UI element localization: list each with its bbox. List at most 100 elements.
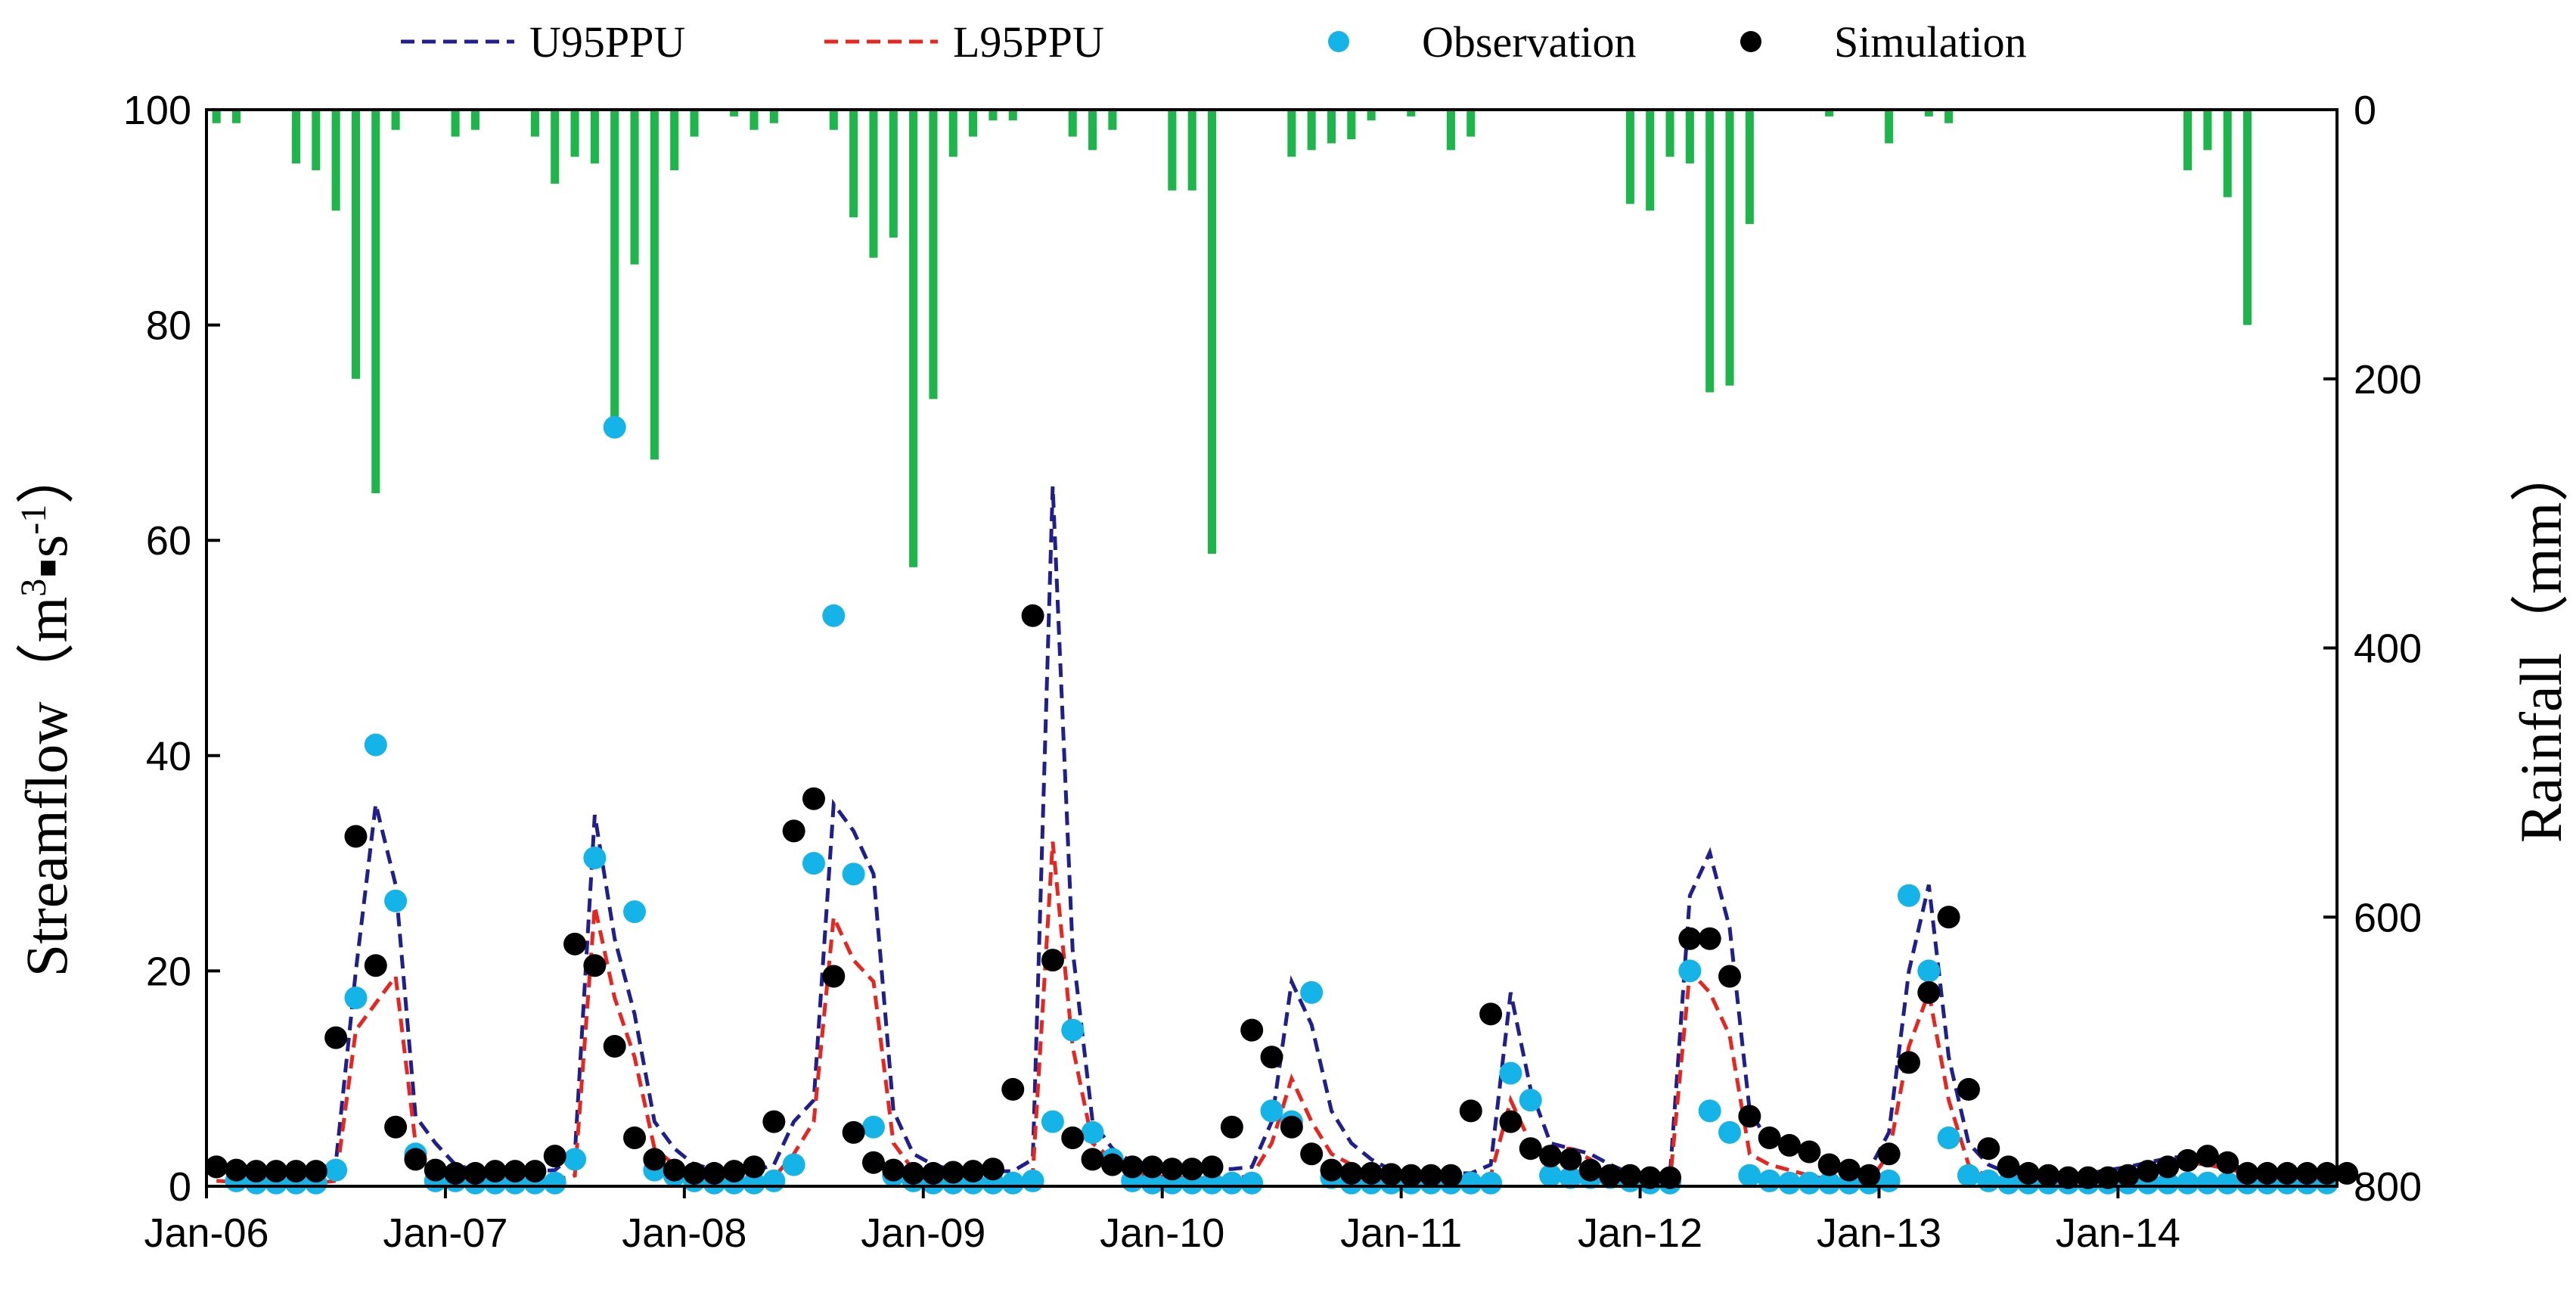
observation-point xyxy=(1917,959,1941,983)
simulation-point xyxy=(2016,1161,2040,1185)
observation-point xyxy=(1041,1110,1064,1133)
simulation-point xyxy=(1081,1148,1104,1171)
simulation-point xyxy=(1459,1099,1482,1123)
x-tick-label: Jan-08 xyxy=(622,1210,746,1256)
rainfall-bar xyxy=(212,110,221,123)
observation-point xyxy=(1817,1171,1841,1195)
simulation-point xyxy=(1698,927,1721,950)
simulation-point xyxy=(244,1160,268,1183)
simulation-point xyxy=(424,1158,447,1182)
rainfall-bar xyxy=(530,110,539,137)
simulation-point xyxy=(2096,1166,2120,1189)
left-y-title-suffix: ） xyxy=(14,446,79,505)
simulation-point xyxy=(1817,1153,1841,1176)
simulation-point xyxy=(961,1160,985,1183)
rainfall-bars xyxy=(212,110,2252,567)
observation-point xyxy=(1300,980,1324,1004)
observation-point xyxy=(1559,1166,1582,1189)
rainfall-bar xyxy=(869,110,878,258)
rainfall-bar xyxy=(2183,110,2193,171)
rainfall-bar xyxy=(989,110,998,121)
simulation-point xyxy=(1320,1158,1343,1182)
observation-point xyxy=(2196,1171,2219,1195)
rainfall-bar xyxy=(750,110,759,130)
simulation-point xyxy=(504,1160,527,1183)
rainfall-bar xyxy=(1327,110,1336,144)
simulation-point xyxy=(1280,1115,1303,1139)
observation-point xyxy=(1061,1018,1085,1042)
simulation-point xyxy=(205,1155,228,1179)
observation-point xyxy=(1698,1099,1721,1123)
observation-point xyxy=(324,1158,348,1182)
simulation-point xyxy=(782,819,805,843)
rainfall-bar xyxy=(1407,110,1416,117)
right-y-axis-ticks: 0 200 400 600 800 xyxy=(2323,88,2422,1210)
observation-point xyxy=(802,852,825,875)
simulation-point xyxy=(2056,1166,2080,1189)
right-tick-label: 0 xyxy=(2354,88,2376,133)
simulation-point xyxy=(2276,1161,2299,1185)
u95ppu-line xyxy=(216,486,2348,1178)
simulation-point xyxy=(2196,1145,2219,1168)
rainfall-bar xyxy=(451,110,460,137)
rainfall-bar xyxy=(630,110,639,265)
observation-point xyxy=(364,733,387,757)
simulation-point xyxy=(1200,1155,1224,1179)
simulation-point xyxy=(1858,1164,1881,1187)
simulation-point xyxy=(1399,1164,1423,1187)
right-tick-label: 800 xyxy=(2354,1164,2422,1210)
observation-point xyxy=(1778,1171,1802,1195)
rainfall-bar xyxy=(1168,110,1177,191)
simulation-point xyxy=(1001,1077,1025,1101)
simulation-point xyxy=(1718,965,1742,988)
simulation-point xyxy=(1021,604,1044,627)
observation-point xyxy=(1081,1120,1104,1144)
rainfall-bar xyxy=(1347,110,1356,140)
legend-label: Observation xyxy=(1422,17,1637,67)
simulation-point xyxy=(2255,1161,2279,1185)
rainfall-bar xyxy=(1924,110,1933,117)
observation-point xyxy=(762,1169,786,1192)
observation-point xyxy=(1798,1171,1821,1195)
simulation-point xyxy=(1339,1161,1363,1185)
left-y-title-sup1: 3 xyxy=(14,579,54,597)
simulation-point xyxy=(882,1158,905,1182)
simulation-point xyxy=(1778,1133,1802,1157)
rainfall-bar xyxy=(1307,110,1316,151)
simulation-point xyxy=(304,1160,327,1183)
rainfall-bar xyxy=(2203,110,2212,151)
simulation-point xyxy=(464,1161,487,1185)
rainfall-bar xyxy=(1745,110,1754,225)
simulation-point xyxy=(404,1148,427,1171)
simulation-point xyxy=(981,1158,1004,1181)
simulation-point xyxy=(1758,1126,1781,1149)
simulation-point xyxy=(1738,1105,1761,1128)
rainfall-bar xyxy=(730,110,739,117)
simulation-point xyxy=(1360,1161,1383,1185)
simulation-point xyxy=(1380,1163,1403,1186)
simulation-point xyxy=(842,1120,865,1144)
observation-point xyxy=(344,986,368,1009)
observation-point xyxy=(1718,1120,1742,1144)
x-tick-label: Jan-06 xyxy=(144,1210,268,1256)
rainfall-bar xyxy=(2223,110,2232,197)
rainfall-bar xyxy=(1108,110,1117,130)
simulation-point xyxy=(523,1160,547,1183)
rainfall-bar xyxy=(929,110,938,399)
rainfall-bar xyxy=(650,110,659,460)
simulation-point xyxy=(1877,1142,1901,1166)
legend: U95PPU L95PPU Observation Simulation xyxy=(401,17,2027,67)
simulation-point xyxy=(543,1145,566,1168)
observation-point xyxy=(1519,1089,1542,1112)
x-tick-label: Jan-11 xyxy=(1340,1210,1462,1256)
rainfall-bar xyxy=(849,110,858,218)
left-y-title-sup2: -1 xyxy=(14,505,54,535)
left-tick-label: 40 xyxy=(146,734,191,779)
simulation-point xyxy=(1917,980,1941,1004)
observation-series xyxy=(205,415,2339,1195)
simulation-point xyxy=(683,1161,706,1185)
simulation-point xyxy=(921,1161,945,1185)
rainfall-bar xyxy=(331,110,340,211)
simulation-point xyxy=(1837,1158,1861,1182)
rainfall-bar xyxy=(1187,110,1196,191)
